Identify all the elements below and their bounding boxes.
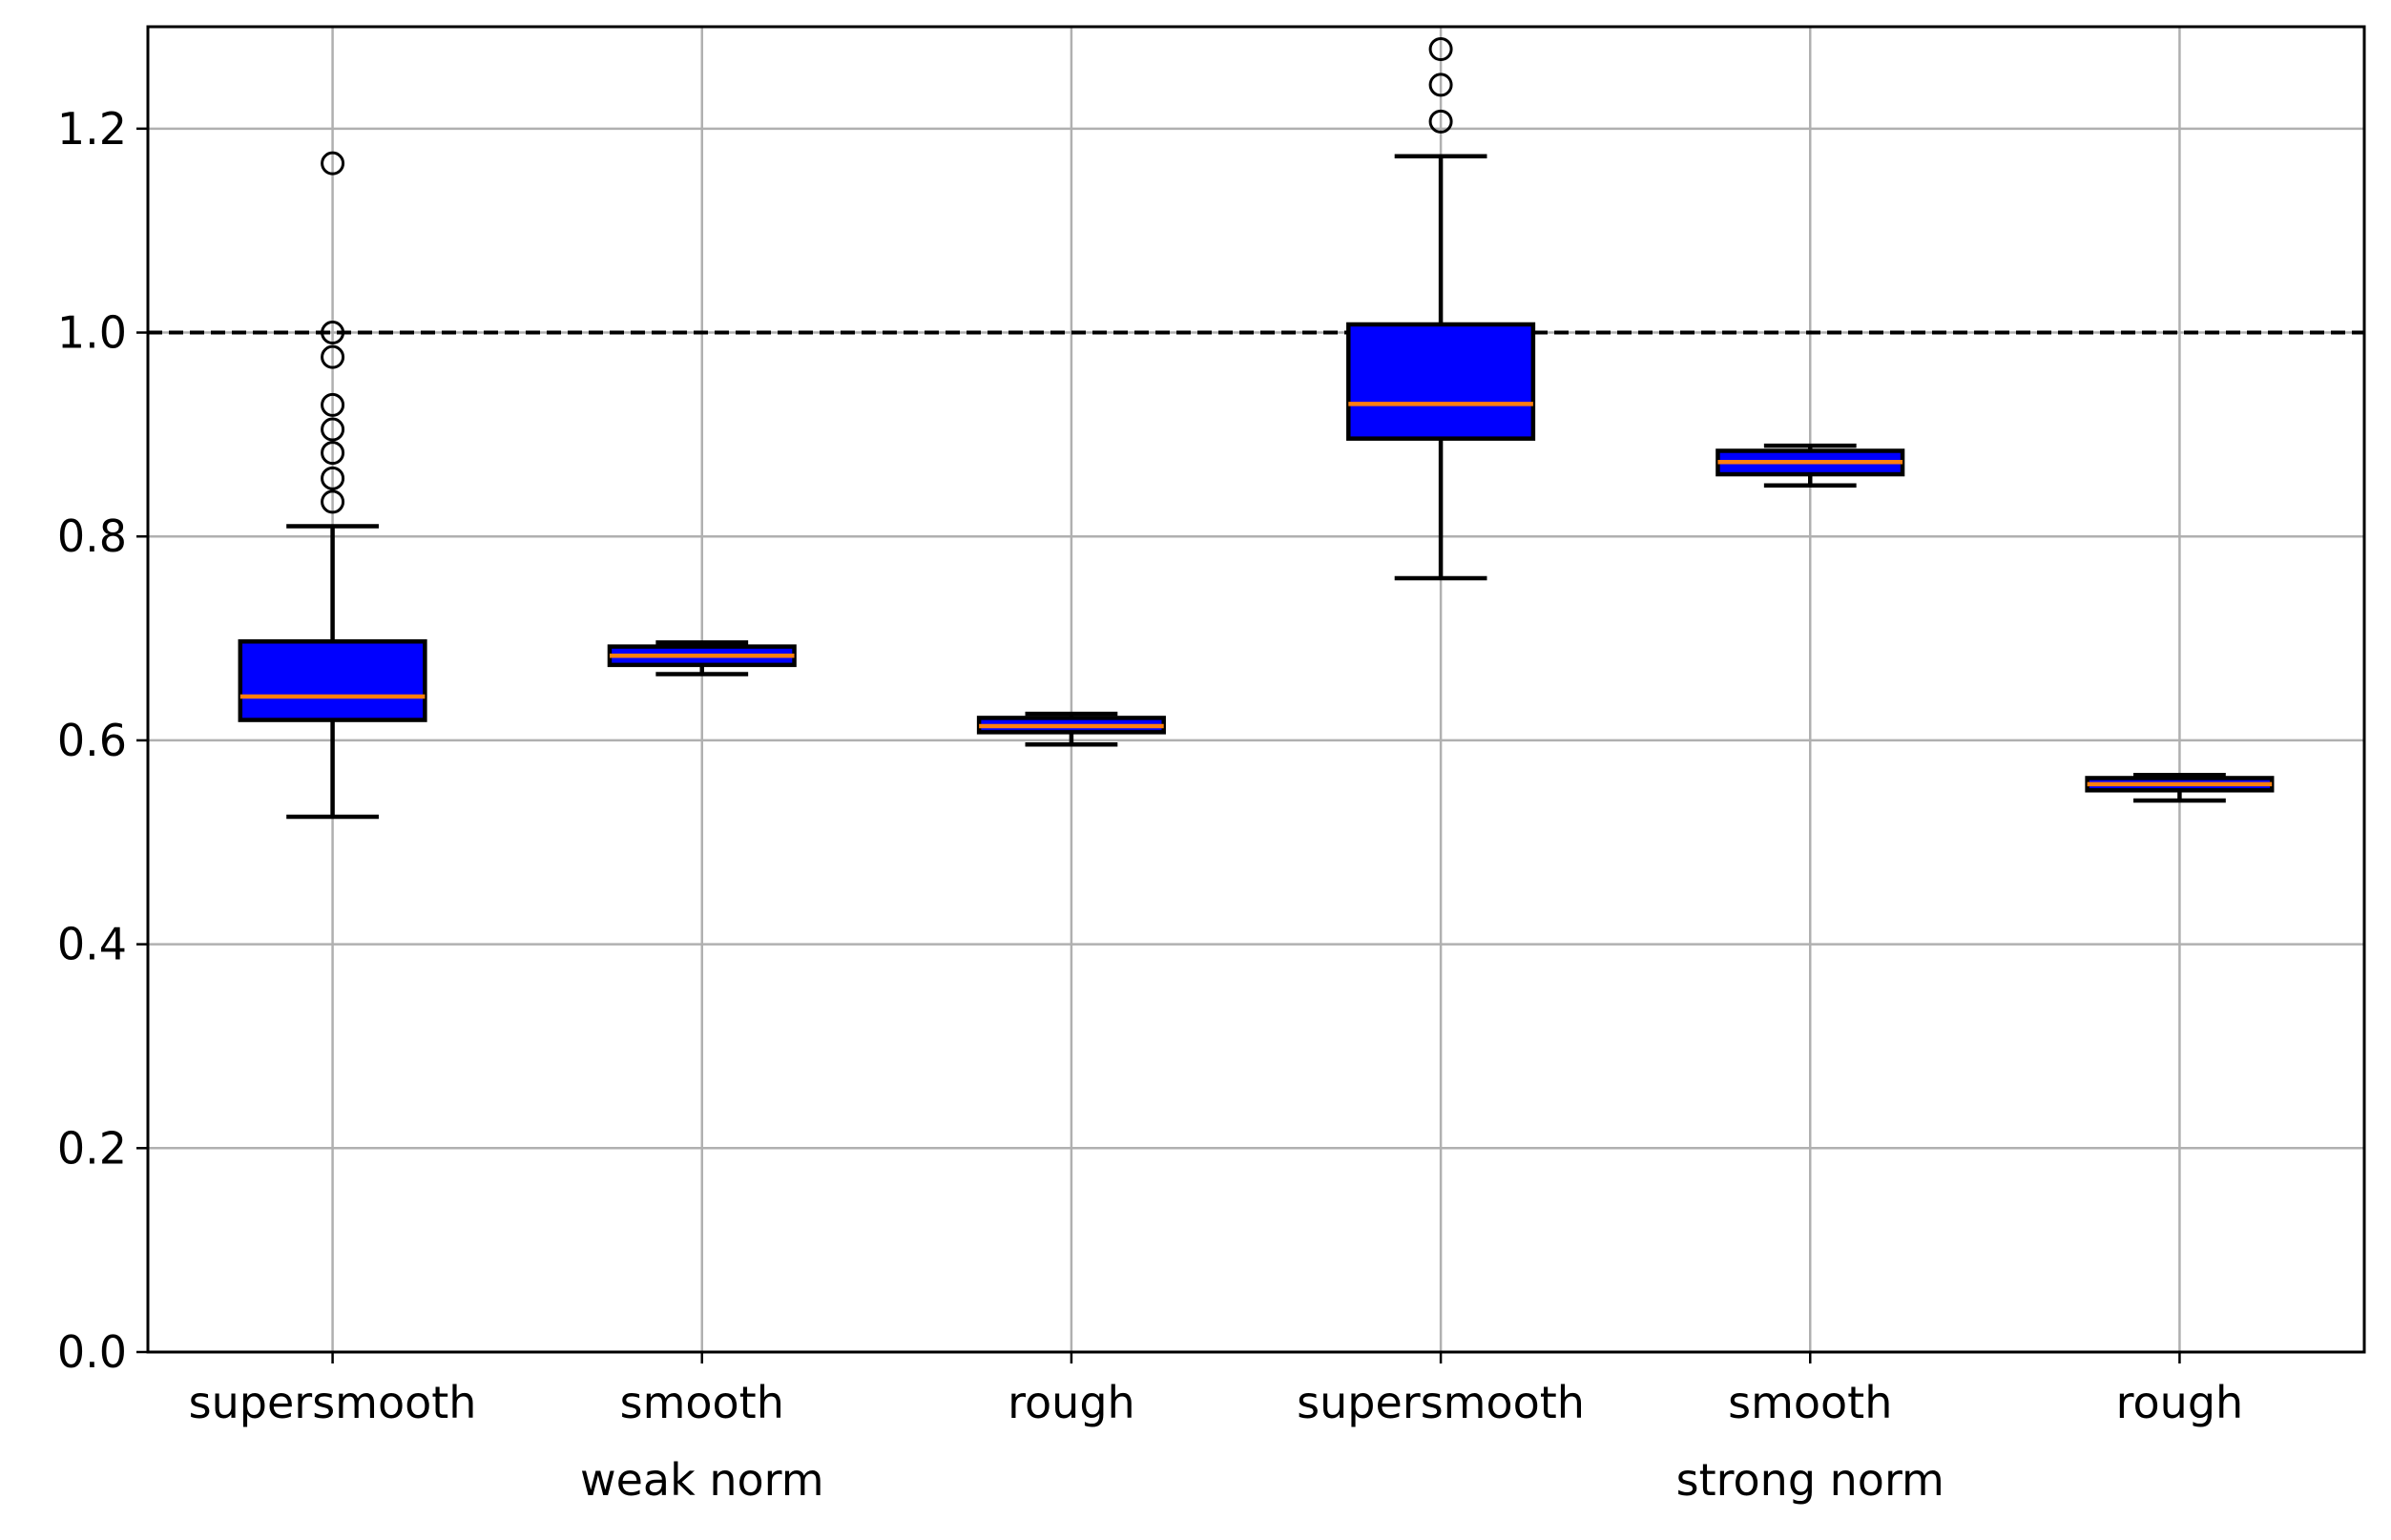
box-plot <box>1346 37 1536 581</box>
y-tick-label: 1.0 <box>57 307 127 359</box>
box-iqr <box>238 639 427 722</box>
y-tick-label: 0.4 <box>57 919 127 970</box>
outlier-point <box>321 441 345 466</box>
x-tick-label: smooth <box>620 1377 784 1428</box>
box-plot <box>607 640 797 676</box>
label-layer: 0.0 0.2 0.4 0.6 0.8 1.0 1.2 supersmooth smooth ro… <box>57 103 2243 1506</box>
outlier-point <box>321 151 345 176</box>
box-plot <box>238 151 427 820</box>
outlier-point <box>321 466 345 490</box>
x-tick-label: supersmooth <box>1297 1377 1585 1428</box>
outlier-point <box>321 344 345 369</box>
axis-layer <box>136 25 2366 1363</box>
x-tick-label: smooth <box>1728 1377 1892 1428</box>
group-label: strong norm <box>1676 1454 1944 1506</box>
box-layer <box>238 37 2275 820</box>
y-tick-label: 0.2 <box>57 1122 127 1174</box>
box-plot <box>2085 773 2275 803</box>
box-plot <box>976 711 1166 747</box>
axes-frame <box>146 25 2366 1354</box>
outlier-point <box>321 321 345 345</box>
y-tick-label: 0.8 <box>57 510 127 562</box>
outlier-point <box>1428 37 1453 62</box>
outlier-point <box>321 489 345 514</box>
group-label: weak norm <box>580 1454 824 1506</box>
outlier-point <box>321 417 345 442</box>
x-tick-label: supersmooth <box>189 1377 477 1428</box>
box-iqr <box>1346 322 1536 441</box>
y-tick-label: 0.0 <box>57 1326 127 1378</box>
y-tick-label: 1.2 <box>57 103 127 155</box>
x-tick-label: rough <box>2116 1377 2244 1428</box>
outlier-point <box>1428 109 1453 134</box>
box-plot <box>1715 443 1905 489</box>
outlier-point <box>321 392 345 417</box>
outlier-point <box>1428 73 1453 97</box>
x-tick-label: rough <box>1008 1377 1135 1428</box>
y-tick-label: 0.6 <box>57 715 127 766</box>
